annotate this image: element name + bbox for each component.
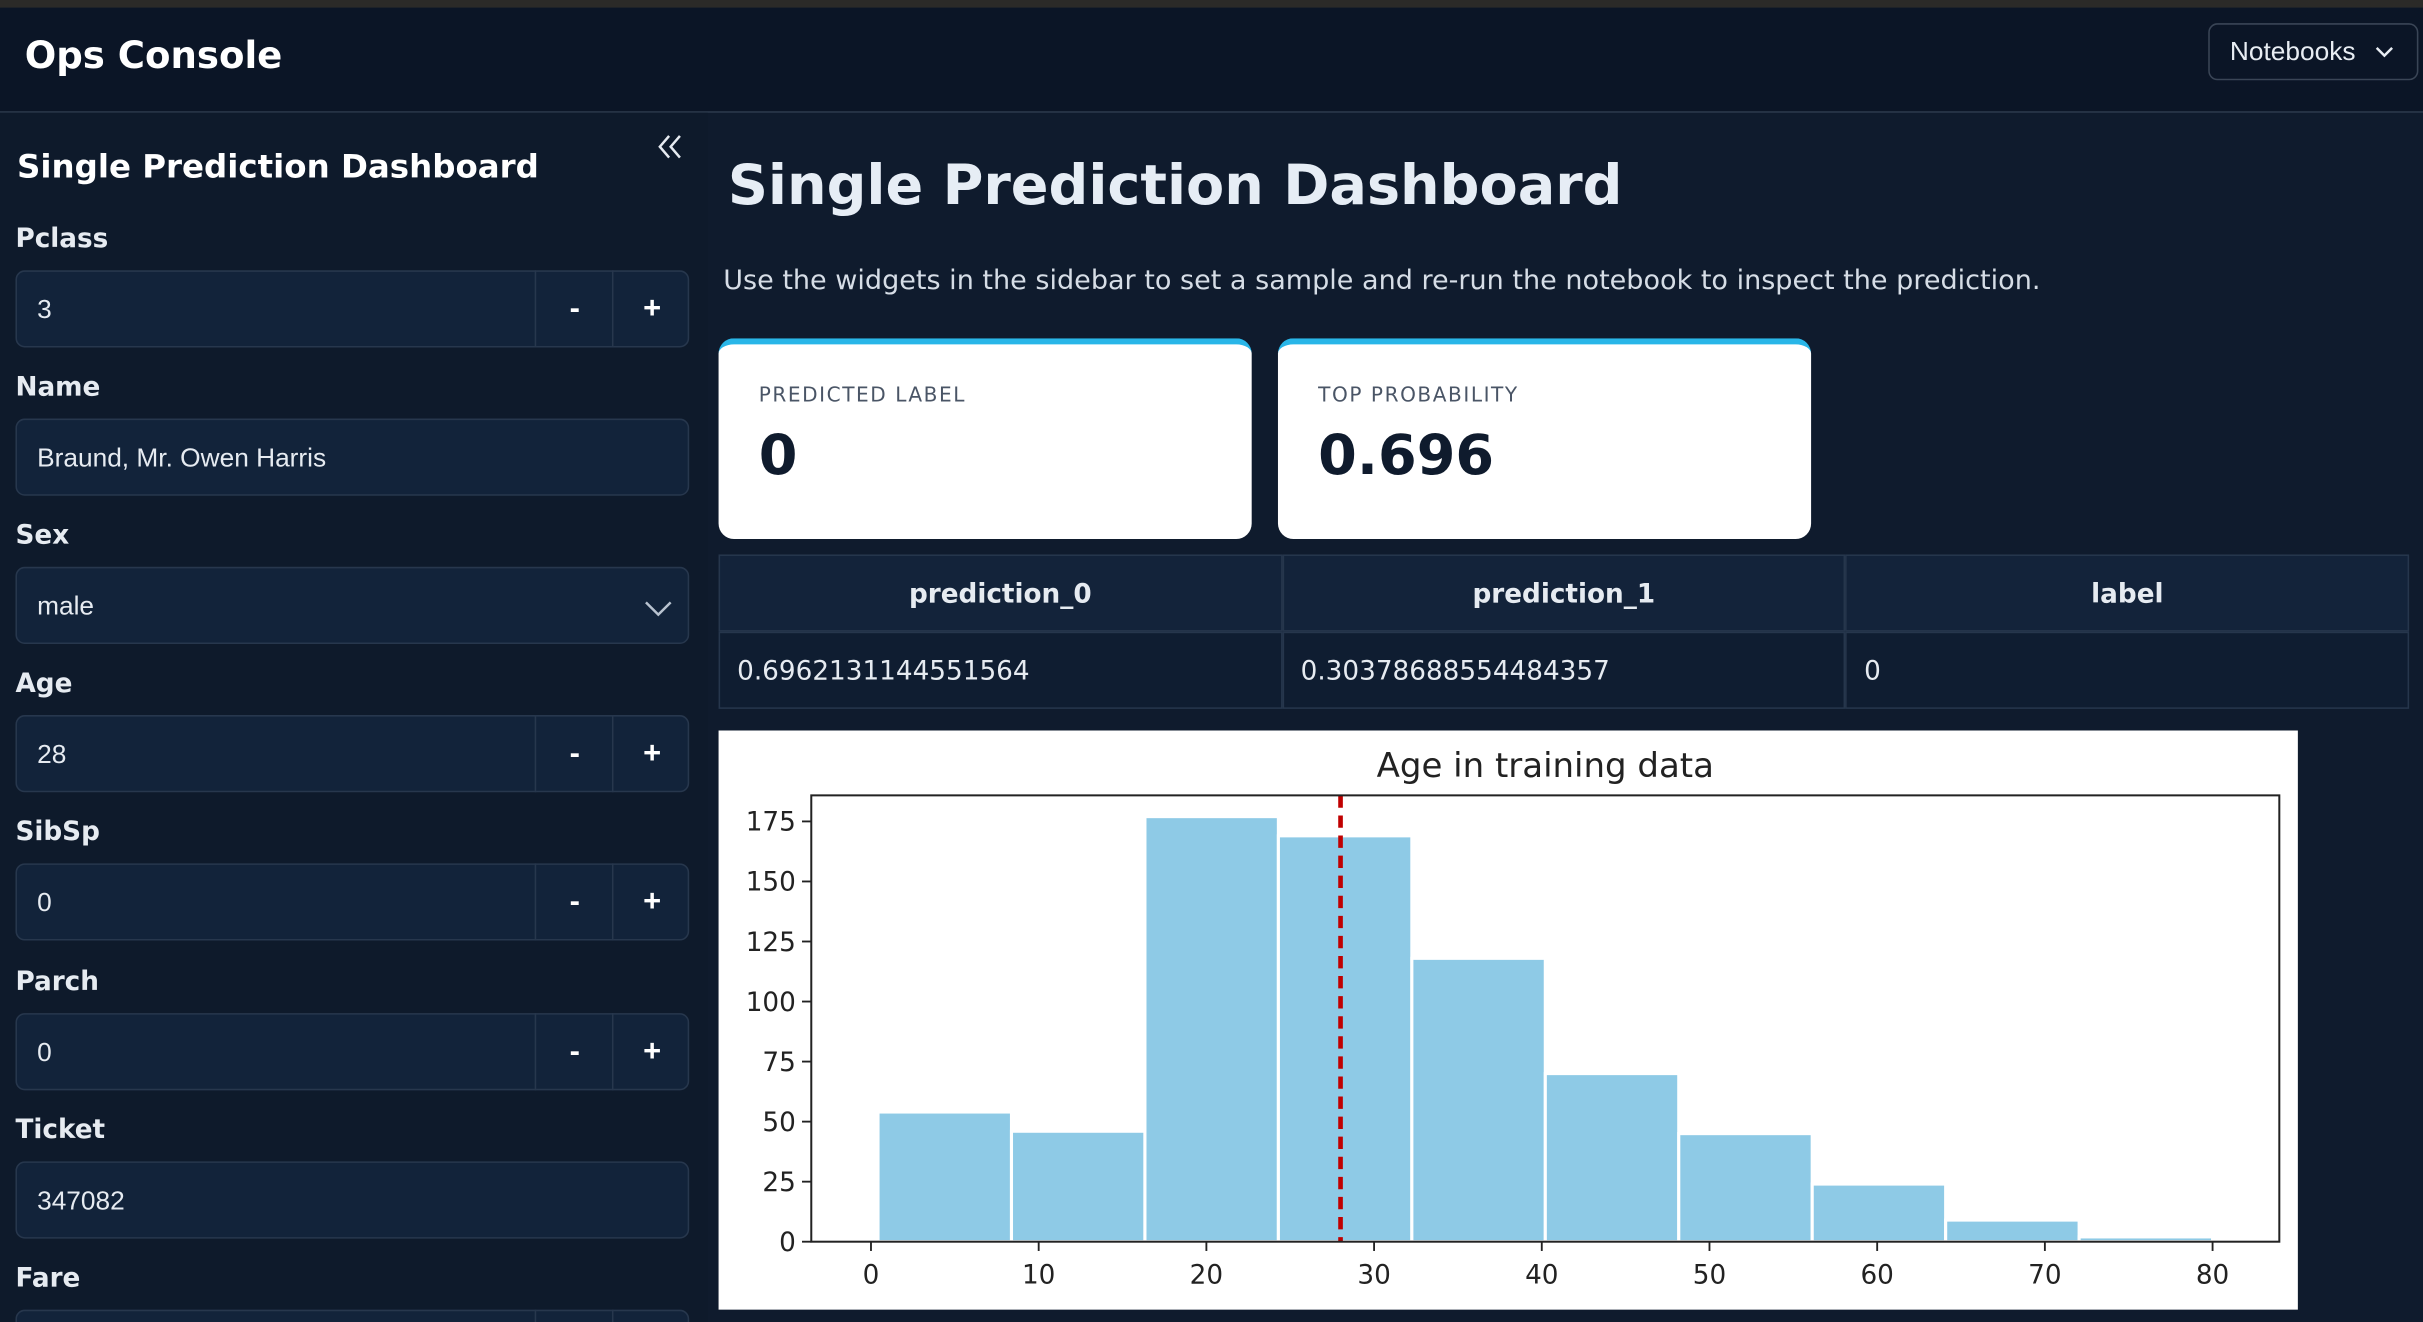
chart-image: Age in training data 0 25 50 75 100 125 150 175 0…: [718, 730, 2298, 1310]
field-value: 347082: [37, 1185, 125, 1215]
stepper-button[interactable]: +: [611, 270, 691, 348]
menu-label: Notebooks: [2229, 37, 2356, 67]
y-tick-label: 0: [779, 1228, 796, 1258]
field-value: Braund, Mr. Owen Harris: [37, 443, 327, 473]
top-bar: [0, 7, 2423, 113]
y-tick-label: 50: [762, 1108, 795, 1138]
field-label: Name: [15, 372, 101, 404]
x-tick-label: 60: [1860, 1260, 1893, 1290]
stepper-button[interactable]: +: [611, 1309, 691, 1322]
x-tick-label: 20: [1190, 1260, 1223, 1290]
field-value: 3: [37, 294, 52, 325]
histogram-bar: [1543, 1072, 1681, 1244]
field-value: 0: [37, 888, 52, 918]
field-label: Pclass: [15, 223, 109, 255]
stepper-button[interactable]: +: [611, 1012, 691, 1090]
metric-label: TOP PROBABILITY: [1318, 384, 1519, 408]
sidebar-title: Single Prediction Dashboard: [16, 148, 539, 186]
window-strip: [0, 0, 2423, 8]
field-label: SibSp: [15, 817, 100, 849]
field-input[interactable]: male: [15, 567, 690, 645]
field-input[interactable]: 0 - +: [15, 1012, 691, 1090]
y-tick-label: 125: [746, 928, 796, 958]
stepper-button[interactable]: -: [534, 863, 614, 942]
field-input[interactable]: Braund, Mr. Owen Harris: [15, 418, 690, 496]
stepper-button[interactable]: +: [611, 863, 691, 942]
field-label: Sex: [15, 520, 70, 552]
histogram-bar: [1410, 956, 1547, 1244]
description: Use the widgets in the sidebar to set a …: [723, 265, 2041, 297]
field-label: Ticket: [15, 1114, 106, 1146]
stepper-button[interactable]: -: [534, 270, 614, 348]
brand: Ops Console: [24, 33, 283, 78]
x-tick-label: 80: [2196, 1260, 2229, 1290]
x-tick-label: 0: [863, 1260, 880, 1290]
field-value: male: [37, 591, 95, 622]
select-chevron: [645, 601, 672, 617]
histogram-bar: [1677, 1132, 1814, 1244]
metric-value: 0: [758, 424, 798, 489]
field-input[interactable]: 347082: [15, 1160, 690, 1238]
chart-title: Age in training data: [1377, 746, 1714, 786]
field-value: 28: [37, 740, 67, 770]
field-label: Parch: [15, 966, 99, 997]
chevron: [2375, 47, 2393, 58]
x-tick-label: 50: [1693, 1260, 1726, 1290]
chart: Age in training data 0 25 50 75 100 125 150 175 0…: [746, 746, 2281, 1290]
x-tick-label: 70: [2028, 1260, 2061, 1290]
stepper-button[interactable]: +: [611, 715, 691, 793]
table-cell: 0.6962131144551564: [718, 631, 1283, 709]
y-tick-label: 150: [746, 868, 796, 898]
metric-value: 0.696: [1318, 424, 1495, 489]
field-input[interactable]: 28 - +: [15, 715, 691, 793]
collapse-button[interactable]: [655, 133, 686, 161]
histogram-bar: [1143, 815, 1280, 1244]
metric-card: TOP PROBABILITY 0.696: [1277, 338, 1812, 539]
y-tick-label: 75: [762, 1048, 795, 1078]
histogram-bar: [1276, 834, 1414, 1244]
stepper-button[interactable]: -: [534, 715, 614, 793]
page-title: Single Prediction Dashboard: [727, 154, 1623, 218]
y-tick-label: 25: [762, 1168, 795, 1198]
field-input[interactable]: 3 - +: [15, 270, 691, 348]
notebooks-menu[interactable]: Notebooks: [2208, 23, 2419, 81]
field-input[interactable]: -+: [15, 1309, 691, 1322]
metric-card: PREDICTED LABEL 0: [718, 338, 1252, 539]
y-tick-label: 175: [746, 808, 796, 838]
x-tick-label: 40: [1525, 1260, 1558, 1290]
table-header: prediction_0: [718, 554, 1283, 632]
metric-label: PREDICTED LABEL: [758, 384, 967, 408]
x-tick-label: 10: [1022, 1260, 1055, 1290]
table-header: label: [1845, 554, 2410, 632]
stepper-button[interactable]: -: [534, 1012, 614, 1090]
field-label: Age: [15, 669, 73, 701]
histogram-bar: [1009, 1129, 1147, 1244]
field-value: 0: [37, 1037, 52, 1067]
stepper-button[interactable]: -: [534, 1309, 614, 1322]
table-header: prediction_1: [1282, 554, 1846, 632]
table-cell: 0.30378688554484357: [1282, 631, 1846, 709]
plot-frame: [810, 794, 2281, 1243]
y-tick-label: 100: [746, 988, 796, 1018]
histogram-bar: [1944, 1218, 2081, 1244]
field-input[interactable]: 0 - +: [15, 863, 691, 942]
x-tick-label: 30: [1357, 1260, 1390, 1290]
histogram-bar: [1810, 1182, 1948, 1244]
histogram-bar: [876, 1110, 1014, 1244]
table-cell: 0: [1845, 631, 2410, 709]
field-label: Fare: [15, 1262, 81, 1294]
